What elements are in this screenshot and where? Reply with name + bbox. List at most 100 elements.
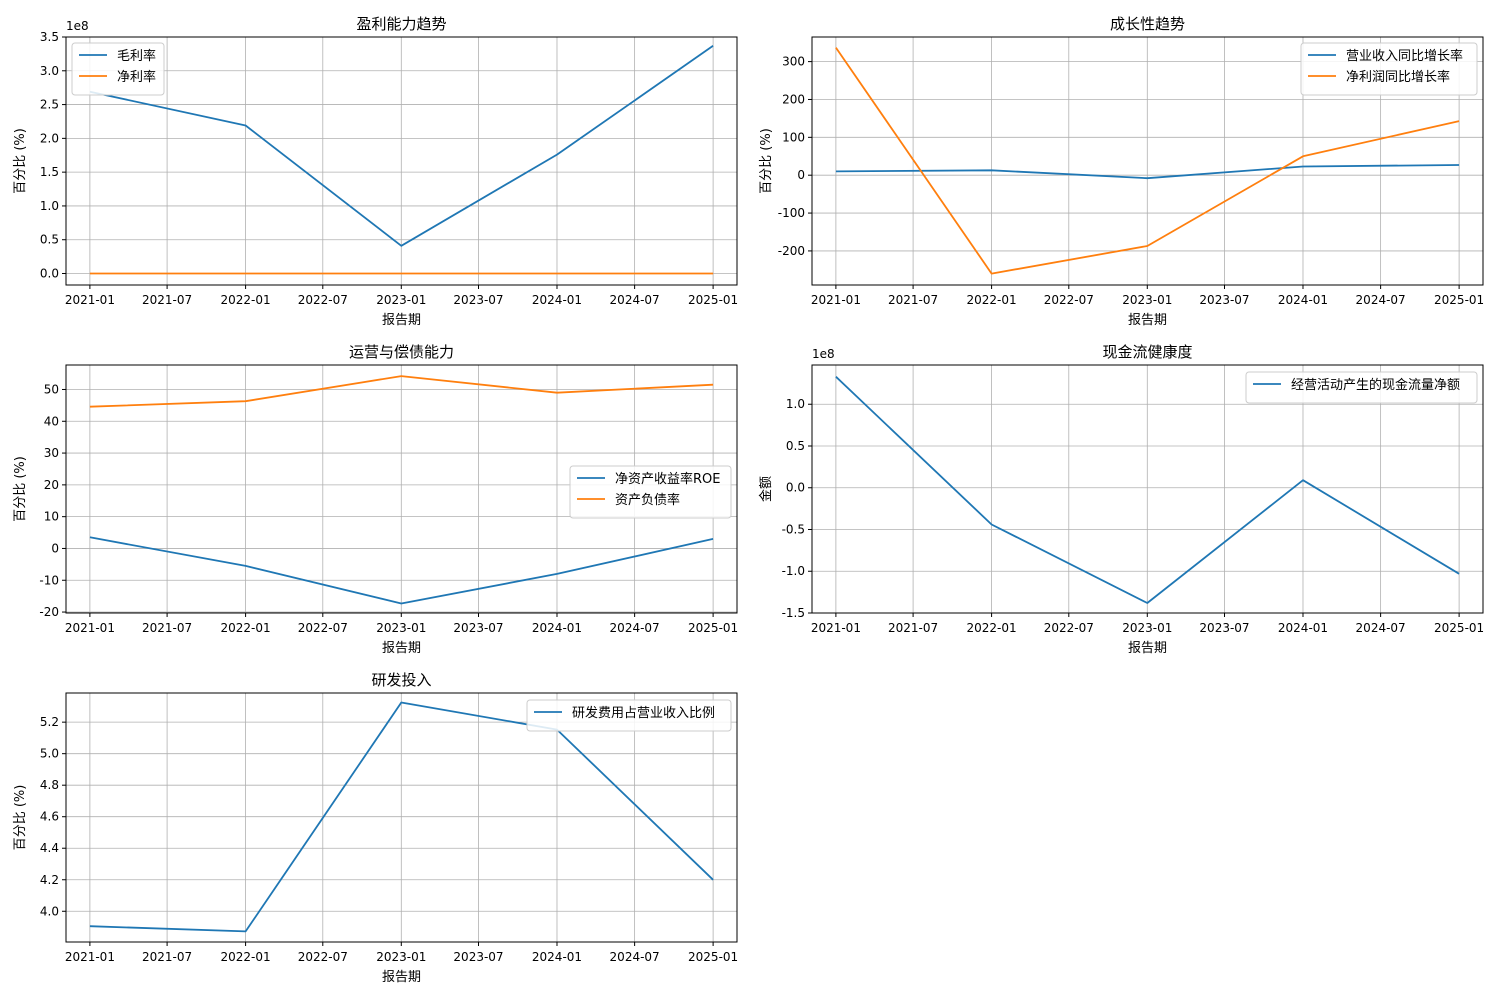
y-tick-label: 20 <box>44 478 59 492</box>
y-tick-label: 0.5 <box>40 233 59 247</box>
legend-label: 净利率 <box>117 69 156 85</box>
y-tick-label: -200 <box>778 244 805 258</box>
x-tick-label: 2025-01 <box>688 621 738 635</box>
y-tick-label: 40 <box>44 414 59 428</box>
y-tick-label: 0.0 <box>786 481 805 495</box>
y-tick-label: 4.8 <box>40 778 59 792</box>
y-tick-label: 1.0 <box>40 199 59 213</box>
y-tick-label: 0.0 <box>40 267 59 281</box>
legend-label: 研发费用占营业收入比例 <box>572 705 715 721</box>
x-tick-label: 2021-07 <box>142 950 192 964</box>
x-tick-label: 2024-07 <box>1356 621 1406 635</box>
series-line-1 <box>835 164 1460 180</box>
x-tick-label: 2024-01 <box>532 293 582 307</box>
x-axis-label: 报告期 <box>382 970 421 985</box>
y-tick-label: 300 <box>782 55 805 69</box>
chart-panel-2: 2021-01 2021-07 2022-01 2022-07 2023-01 2023-… <box>759 15 1484 328</box>
x-tick-label: 2021-01 <box>65 950 115 964</box>
y-tick-label: -20 <box>39 605 59 619</box>
x-tick-label: 2023-01 <box>1122 621 1172 635</box>
y-axis-label: 金额 <box>758 476 774 502</box>
legend-label: 净资产收益率ROE <box>615 471 720 487</box>
x-tick-label: 2023-01 <box>376 621 426 635</box>
legend-box <box>71 42 165 96</box>
x-tick-label: 2023-01 <box>1122 293 1172 307</box>
x-axis-label: 报告期 <box>1128 641 1167 656</box>
chart-panel-1: 2021-01 2021-07 2022-01 2022-07 2023-01 2023-… <box>13 15 738 328</box>
y-tick-label: -1.5 <box>782 606 805 620</box>
x-tick-label: 2021-01 <box>811 293 861 307</box>
x-tick-label: 2022-01 <box>221 621 271 635</box>
y-tick-label: -1.0 <box>782 564 805 578</box>
y-tick-label: 3.5 <box>40 30 59 44</box>
x-tick-label: 2022-01 <box>967 293 1017 307</box>
x-tick-label: 2023-01 <box>376 950 426 964</box>
axes-frame <box>65 692 738 943</box>
axes-frame <box>811 364 1484 614</box>
x-tick-label: 2021-07 <box>888 621 938 635</box>
axes-frame <box>65 364 738 614</box>
y-tick-label: 50 <box>44 382 59 396</box>
y-tick-label: 100 <box>782 130 805 144</box>
x-tick-label: 2022-07 <box>1044 293 1094 307</box>
x-tick-label: 2025-01 <box>1434 293 1484 307</box>
x-axis-label: 报告期 <box>382 313 421 328</box>
y-tick-label: 2.0 <box>40 131 59 145</box>
x-tick-label: 2024-01 <box>1278 621 1328 635</box>
legend: 净资产收益率ROE 资产负债率 <box>569 465 732 519</box>
y-axis-label: 百分比 (%) <box>13 128 28 194</box>
legend-label: 经营活动产生的现金流量净额 <box>1291 377 1460 393</box>
y-tick-label: 4.0 <box>40 904 59 918</box>
x-tick-label: 2021-01 <box>65 621 115 635</box>
legend-label: 资产负债率 <box>615 492 680 508</box>
x-tick-label: 2021-07 <box>888 293 938 307</box>
y-tick-label: 1.5 <box>40 165 59 179</box>
y-tick-label: 5.0 <box>40 747 59 761</box>
chart-title: 成长性趋势 <box>1110 15 1185 33</box>
x-tick-label: 2025-01 <box>1434 621 1484 635</box>
x-tick-label: 2023-07 <box>453 621 503 635</box>
x-axis-label: 报告期 <box>382 641 421 656</box>
x-tick-label: 2022-01 <box>221 293 271 307</box>
x-tick-label: 2024-01 <box>532 950 582 964</box>
series-line-2 <box>835 47 1460 275</box>
x-tick-label: 2022-07 <box>298 621 348 635</box>
y-tick-label: 4.2 <box>40 873 59 887</box>
axis-offset-label: 1e8 <box>812 347 835 361</box>
y-tick-label: 3.0 <box>40 64 59 78</box>
series-line-1 <box>89 701 714 933</box>
x-tick-label: 2025-01 <box>688 950 738 964</box>
x-tick-label: 2022-07 <box>298 950 348 964</box>
y-tick-label: 30 <box>44 446 59 460</box>
x-tick-label: 2024-01 <box>532 621 582 635</box>
y-axis-label: 百分比 (%) <box>13 456 28 522</box>
x-tick-label: 2024-07 <box>610 621 660 635</box>
x-tick-label: 2024-01 <box>1278 293 1328 307</box>
x-tick-label: 2023-07 <box>1199 293 1249 307</box>
x-tick-label: 2023-07 <box>453 293 503 307</box>
y-tick-label: 0.5 <box>786 439 805 453</box>
x-tick-label: 2022-01 <box>221 950 271 964</box>
x-tick-label: 2021-07 <box>142 621 192 635</box>
axes-frame <box>811 36 1484 286</box>
x-tick-label: 2022-07 <box>1044 621 1094 635</box>
x-tick-label: 2024-07 <box>1356 293 1406 307</box>
x-tick-label: 2023-07 <box>453 950 503 964</box>
legend: 经营活动产生的现金流量净额 <box>1245 371 1478 404</box>
chart-panel-3: 2021-01 2021-07 2022-01 2022-07 2023-01 2023-… <box>13 343 738 656</box>
y-tick-label: 200 <box>782 92 805 106</box>
x-tick-label: 2023-01 <box>376 293 426 307</box>
x-tick-label: 2022-07 <box>298 293 348 307</box>
y-tick-label: -10 <box>39 573 59 587</box>
legend-box <box>1300 42 1478 96</box>
legend-label: 净利润同比增长率 <box>1346 69 1450 85</box>
x-tick-label: 2021-01 <box>811 621 861 635</box>
legend-box <box>569 465 732 519</box>
y-tick-label: 1.0 <box>786 397 805 411</box>
x-tick-label: 2023-07 <box>1199 621 1249 635</box>
chart-panel-4: 2021-01 2021-07 2022-01 2022-07 2023-01 2023-… <box>758 343 1484 656</box>
x-tick-label: 2025-01 <box>688 293 738 307</box>
series-line-1 <box>89 45 714 247</box>
